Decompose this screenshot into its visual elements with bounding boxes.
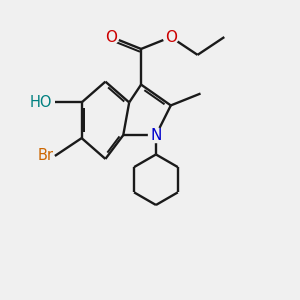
Text: N: N	[150, 128, 162, 142]
Circle shape	[148, 128, 164, 142]
Text: Br: Br	[38, 148, 53, 164]
Text: HO: HO	[29, 95, 52, 110]
Text: O: O	[105, 30, 117, 45]
Circle shape	[164, 30, 178, 44]
Circle shape	[104, 30, 119, 44]
Text: O: O	[165, 30, 177, 45]
